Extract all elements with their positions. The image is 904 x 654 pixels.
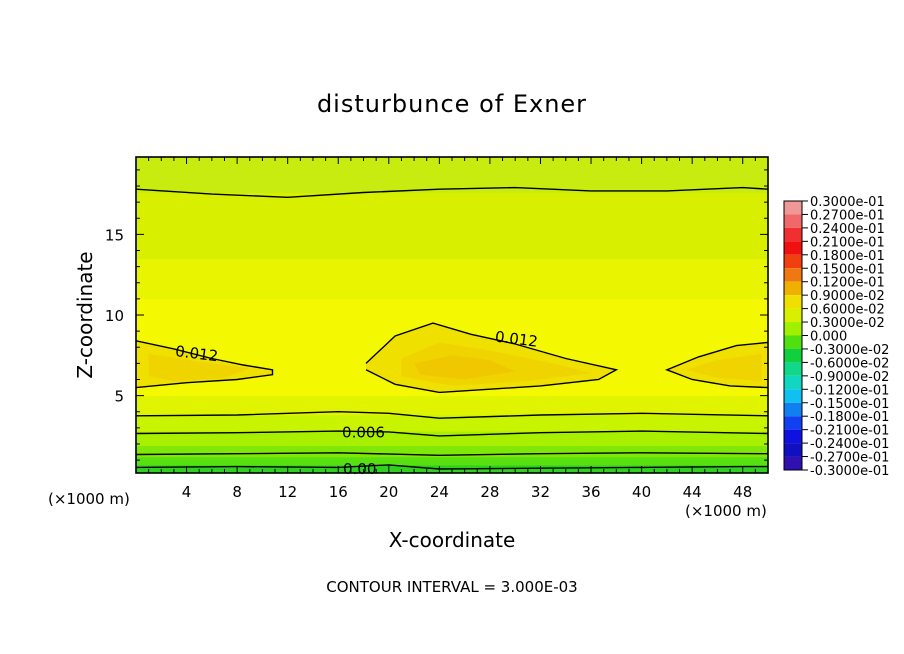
- x-tick-label: 24: [430, 483, 449, 501]
- colorbar-swatch-16: [784, 416, 802, 430]
- field-bands: [136, 157, 768, 473]
- colorbar-swatch-17: [784, 429, 802, 444]
- y-tick-label: 10: [105, 307, 124, 325]
- colorbar-label-1: 0.2700e-01: [810, 208, 885, 223]
- x-tick-label: 40: [632, 483, 651, 501]
- colorbar-swatch-9: [784, 322, 802, 336]
- warm-cores: [136, 323, 768, 393]
- contour-interval-note: CONTOUR INTERVAL = 3.000E-03: [326, 578, 577, 596]
- colorbar-label-19: -0.2700e-01: [810, 451, 889, 466]
- x-tick-label: 16: [329, 483, 348, 501]
- colorbar-label-2: 0.2400e-01: [810, 222, 885, 237]
- field-band-2: [136, 445, 768, 458]
- colorbar-swatch-19: [784, 456, 802, 470]
- colorbar-swatch-2: [784, 227, 802, 242]
- colorbar-swatch-15: [784, 402, 802, 417]
- colorbar-swatch-5: [784, 268, 802, 282]
- x-tick-label: 28: [480, 483, 499, 501]
- x-tick-label: 12: [278, 483, 297, 501]
- colorbar-label-7: 0.9000e-02: [810, 289, 885, 304]
- hot-spot: [414, 355, 516, 380]
- field-band-1: [136, 456, 768, 466]
- colorbar-swatch-4: [784, 254, 802, 269]
- colorbar-label-4: 0.1800e-01: [810, 249, 885, 264]
- field-band-3: [136, 431, 768, 447]
- contour-label-0: 0.012: [174, 342, 219, 365]
- colorbar-label-10: 0.000: [810, 330, 847, 345]
- colorbar-label-15: -0.1500e-01: [810, 397, 889, 412]
- colorbar-swatch-6: [784, 281, 802, 296]
- colorbar-swatch-13: [784, 375, 802, 390]
- y-axis-title: Z-coordinate: [73, 251, 97, 378]
- colorbar-swatch-3: [784, 241, 802, 255]
- colorbar-label-20: -0.3000e-01: [810, 464, 889, 479]
- field-band-4: [136, 414, 768, 432]
- colorbar-swatch-10: [784, 335, 802, 349]
- colorbar-label-13: -0.9000e-02: [810, 370, 889, 385]
- x-tick-label: 8: [232, 483, 242, 501]
- x-axis-ticks: 4 8 12 16 20 24 28 32 36 40 44 48: [148, 157, 756, 501]
- x-tick-label: 44: [683, 483, 702, 501]
- colorbar-swatch-7: [784, 295, 802, 309]
- colorbar-label-16: -0.1800e-01: [810, 410, 889, 425]
- colorbar-swatch-11: [784, 348, 802, 363]
- x-tick-label: 32: [531, 483, 550, 501]
- field-band-9: [136, 157, 768, 193]
- colorbar: 0.3000e-010.2700e-010.2400e-010.2100e-01…: [783, 195, 889, 479]
- x-unit-right: (×1000 m): [685, 502, 767, 520]
- x-axis-title: X-coordinate: [389, 528, 516, 552]
- colorbar-label-17: -0.2100e-01: [810, 424, 889, 439]
- colorbar-swatch-12: [784, 362, 802, 376]
- x-unit-left: (×1000 m): [48, 490, 130, 508]
- chart-title: disturbunce of Exner: [317, 90, 587, 118]
- colorbar-label-0: 0.3000e-01: [810, 195, 885, 210]
- contour-lines: [136, 186, 768, 470]
- colorbar-label-8: 0.6000e-02: [810, 303, 885, 318]
- colorbar-swatch-0: [784, 201, 802, 215]
- contour-line-3: [136, 410, 768, 419]
- x-tick-label: 20: [379, 483, 398, 501]
- field-band-8: [136, 192, 768, 260]
- colorbar-label-14: -0.1200e-01: [810, 383, 889, 398]
- contour-label-1: 0.012: [494, 328, 539, 351]
- contour-line-4: [136, 186, 768, 199]
- contour-label-3: 0.00: [343, 460, 376, 478]
- colorbar-swatch-14: [784, 389, 802, 403]
- colorbar-label-6: 0.1200e-01: [810, 276, 885, 291]
- colorbar-label-5: 0.1500e-01: [810, 262, 885, 277]
- contour-0012-1: [365, 322, 619, 394]
- contour-line-1: [136, 452, 768, 457]
- colorbar-label-11: -0.3000e-02: [810, 343, 889, 358]
- contour-0012-0: [136, 340, 274, 389]
- x-tick-label: 48: [733, 483, 752, 501]
- colorbar-swatch-1: [784, 214, 802, 228]
- y-tick-label: 15: [105, 226, 124, 244]
- y-tick-label: 5: [114, 388, 124, 406]
- field-band-5: [136, 395, 768, 416]
- contour-0012-2: [664, 341, 768, 389]
- colorbar-label-12: -0.6000e-02: [810, 356, 889, 371]
- colorbar-label-18: -0.2400e-01: [810, 437, 889, 452]
- x-tick-label: 4: [182, 483, 192, 501]
- colorbar-label-9: 0.3000e-02: [810, 316, 885, 331]
- x-tick-label: 36: [581, 483, 600, 501]
- warm-core-0: [148, 353, 250, 382]
- colorbar-swatch-18: [784, 443, 802, 457]
- field-band-7: [136, 258, 768, 300]
- warm-core-2: [685, 353, 762, 382]
- colorbar-label-3: 0.2100e-01: [810, 235, 885, 250]
- colorbar-swatch-8: [784, 308, 802, 323]
- y-axis-ticks: 5 10 15: [105, 169, 768, 461]
- contour-labels: 0.012 0.012 0.006 0.00: [174, 328, 539, 478]
- contour-line-2: [136, 430, 768, 437]
- plot-area: [136, 157, 768, 473]
- contour-label-2: 0.006: [342, 424, 385, 442]
